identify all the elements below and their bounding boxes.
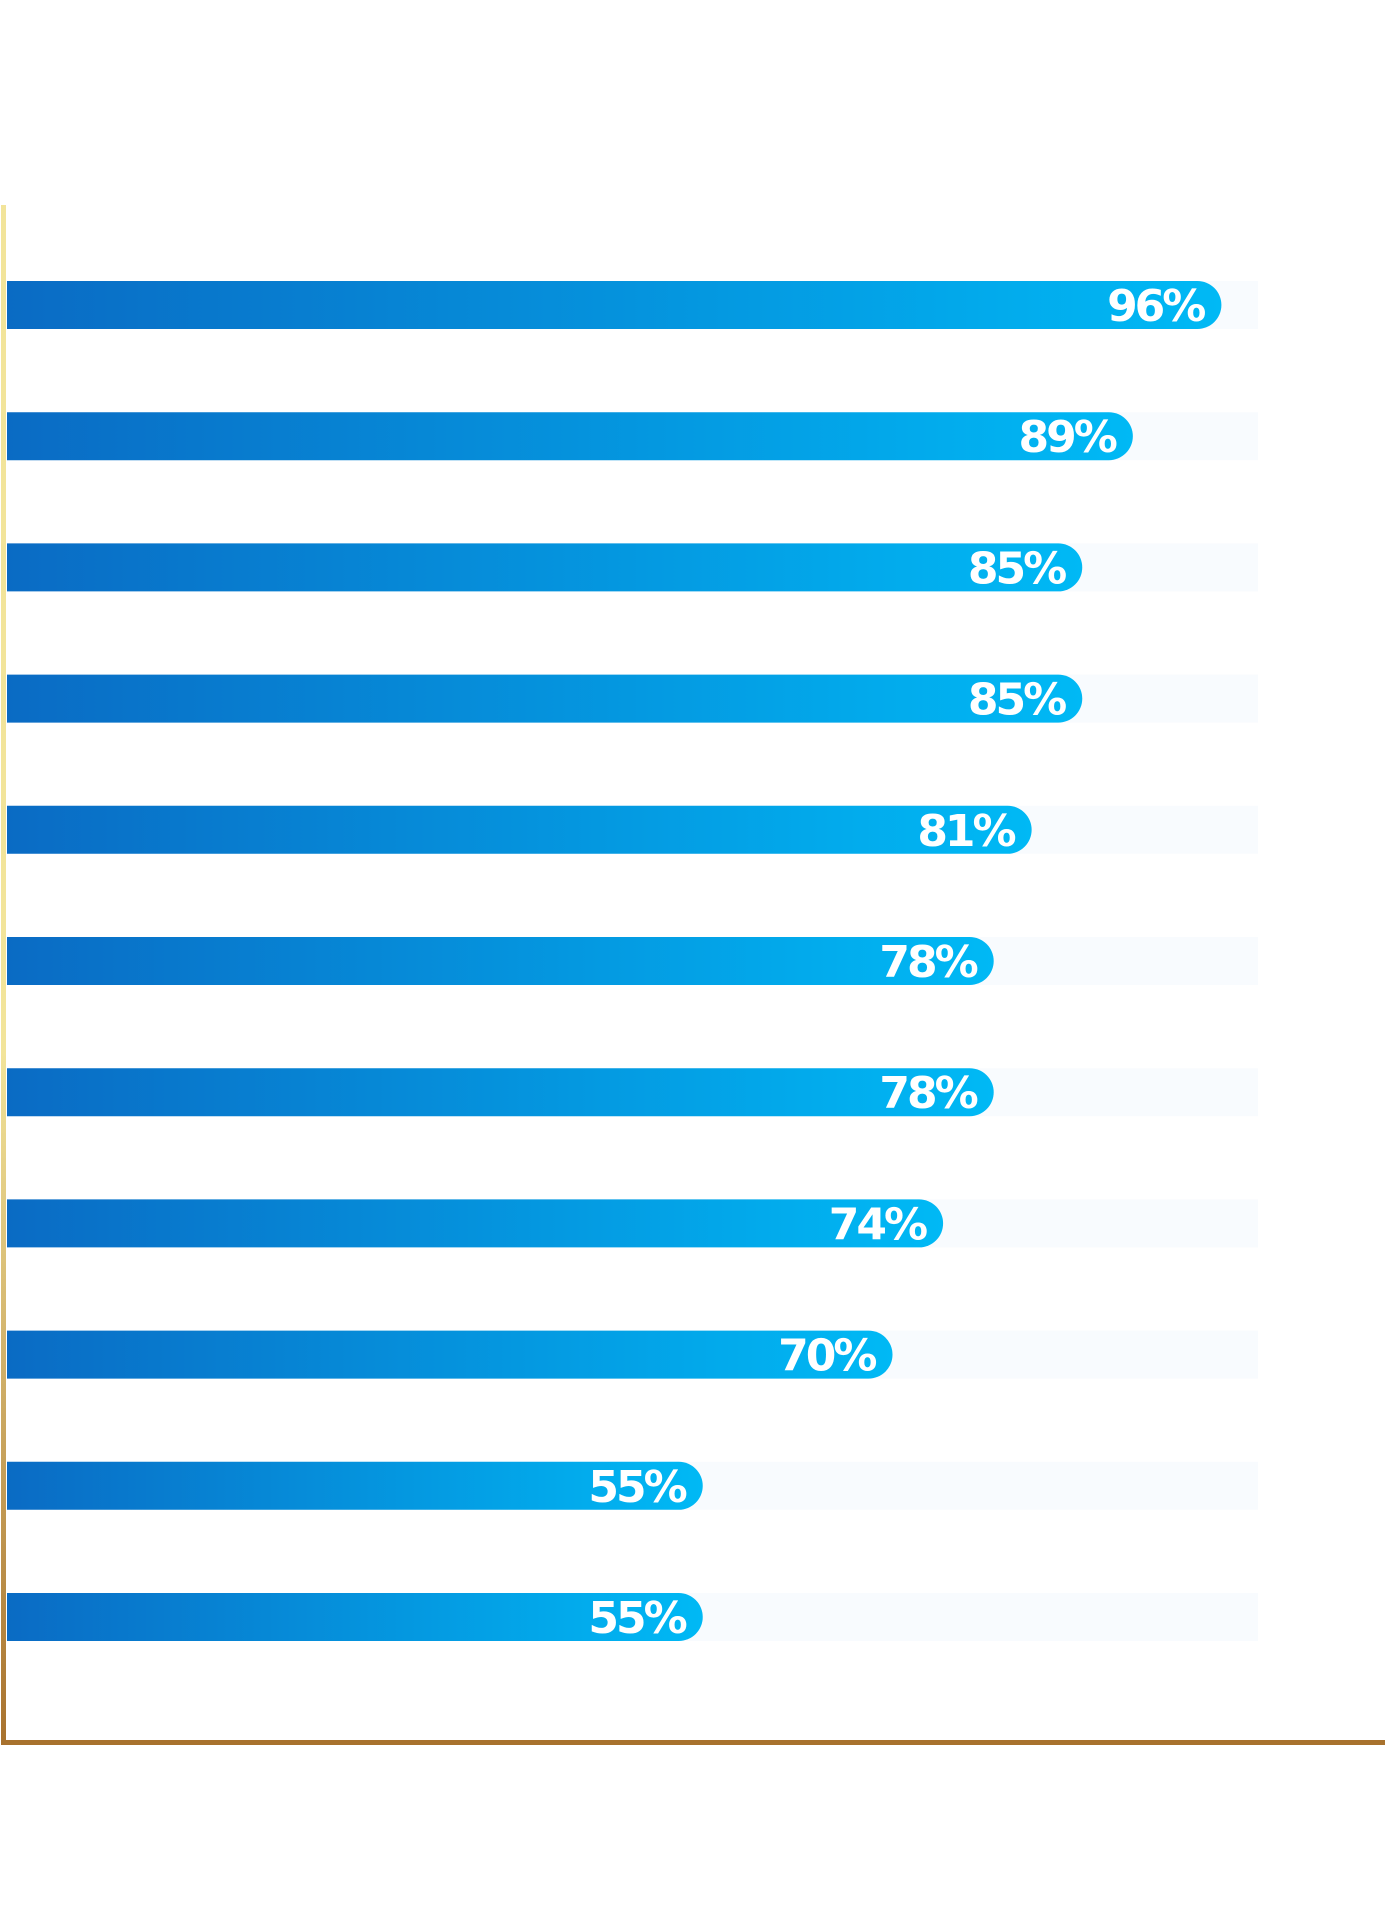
bar-value-label: 78%	[879, 937, 977, 988]
bar-value-label: 78%	[879, 1068, 977, 1119]
bar-value-label: 70%	[778, 1331, 876, 1382]
bar	[7, 1593, 703, 1641]
bar	[7, 412, 1133, 461]
bar-value-label: 89%	[1019, 412, 1117, 463]
value-labels: 96% 89% 85% 85% 81% 78% 78% 74% 70% 55% 55%	[588, 281, 1208, 1644]
bar-value-label: 96%	[1107, 281, 1205, 332]
bar	[7, 1199, 944, 1248]
x-axis-line	[1, 1740, 1385, 1745]
bar	[7, 1068, 994, 1117]
bar	[7, 937, 994, 985]
bar-value-label: 55%	[588, 1462, 686, 1513]
bar	[7, 543, 1083, 592]
bar	[7, 805, 1032, 854]
bar-value-label: 55%	[588, 1593, 686, 1644]
bar-value-label: 85%	[968, 543, 1066, 594]
bar-value-label: 85%	[968, 675, 1066, 726]
bar-value-label: 74%	[829, 1199, 927, 1250]
bar	[7, 674, 1083, 723]
y-axis-line	[1, 205, 6, 1745]
bar	[7, 281, 1222, 329]
bar	[7, 1330, 893, 1379]
bars	[7, 281, 1222, 1641]
bar-value-label: 81%	[917, 806, 1015, 857]
bar	[7, 1461, 703, 1510]
